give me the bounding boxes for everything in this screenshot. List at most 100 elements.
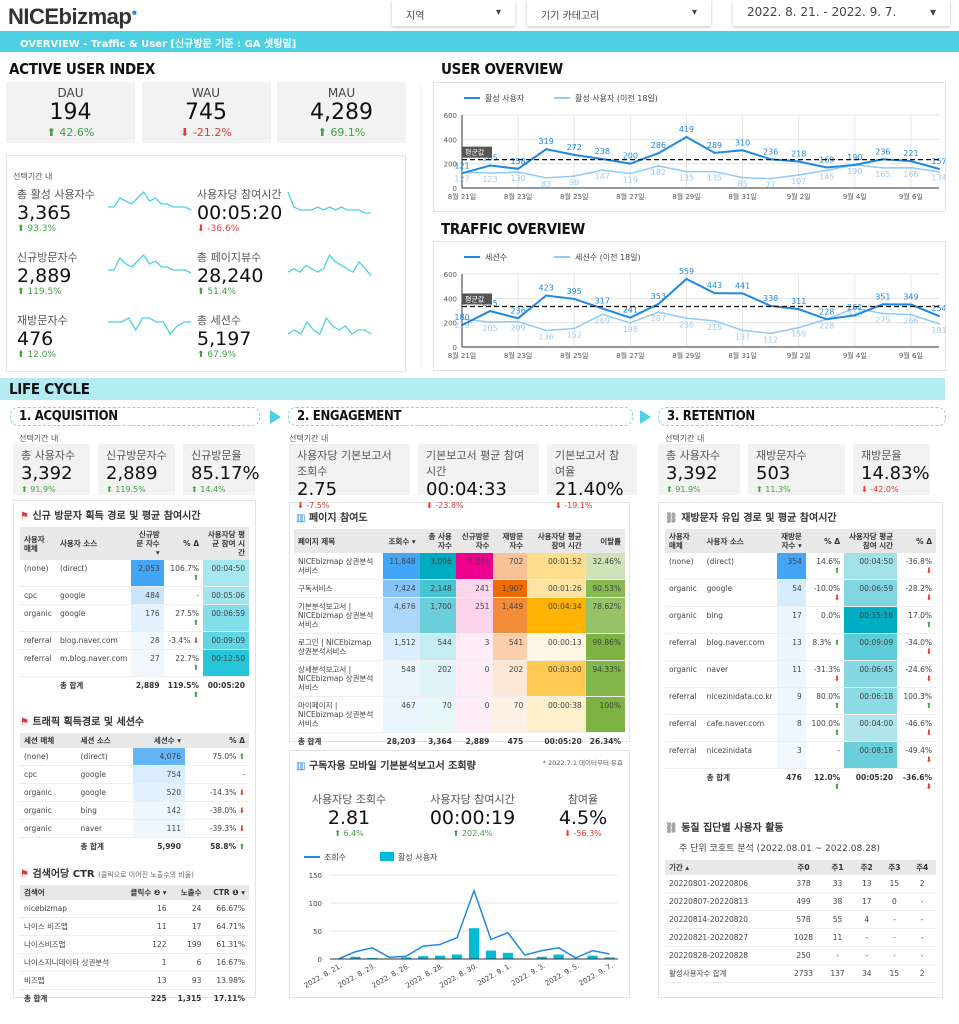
table-row[interactable]: 나이스비즈맵 122 199 61.31%: [20, 935, 249, 954]
data-label: 310: [735, 138, 750, 147]
table-cell: organic: [20, 783, 77, 802]
table-row[interactable]: 활성사용자수 합계 2733 137 34 15 2: [665, 964, 936, 983]
table-row[interactable]: 마이페이지 | NICEbizmap 상권분석서비스 467 70 0 70 00:00:…: [294, 696, 625, 733]
table-row[interactable]: 상세분석보고서 | NICEbizmap 상권분석서비스 548 202 0 202 00…: [294, 660, 625, 697]
column-header[interactable]: 사용자 소스: [56, 527, 132, 560]
table-cell: 00:04:50: [203, 560, 249, 587]
column-header[interactable]: 사용자 소스: [702, 529, 777, 553]
bar: [502, 952, 513, 959]
column-header[interactable]: 기간 ▴: [665, 860, 785, 875]
table-cell: 24: [170, 900, 206, 918]
table-row[interactable]: organic google 54 -10.0% ⬇ 00:06:59 -28.2% ⬇: [665, 579, 936, 607]
date-range-picker[interactable]: 2022. 8. 21. - 2022. 9. 7. ▾: [733, 0, 950, 26]
column-header[interactable]: % Δ: [805, 529, 845, 553]
kpi-label: MAU: [327, 86, 356, 100]
column-header[interactable]: 이탈률: [585, 529, 625, 553]
table-row[interactable]: organic bing 142 -38.0% ⬇: [20, 801, 249, 820]
column-header[interactable]: 사용자당 평균 참여 시간: [527, 529, 586, 553]
column-header[interactable]: 사용자 매체: [20, 527, 56, 560]
table-row[interactable]: cpc google 754-: [20, 765, 249, 784]
table-row[interactable]: organic google 520 -14.3% ⬇: [20, 783, 249, 802]
table-row[interactable]: 나이스 비즈맵 11 17 64.71%: [20, 917, 249, 936]
column-header[interactable]: 사용자 매체: [665, 529, 703, 553]
table-row[interactable]: organic bing 17 0.0% 00:15:16 17.0% ⬆: [665, 606, 936, 634]
column-header[interactable]: 재방문자수: [493, 529, 528, 553]
column-header[interactable]: 조회수 ▾: [382, 529, 420, 553]
table-cell: -: [908, 910, 936, 929]
column-header[interactable]: % Δ: [185, 733, 249, 748]
table-row[interactable]: 20220814-20220820 578 55 4- -: [665, 910, 936, 929]
table-row[interactable]: (none) (direct) 354 14.6% ⬆ 00:04:50 -36.8% ⬇: [665, 553, 936, 580]
table-row[interactable]: referral blog.naver.com 13 8.3% ⬆ 00:09:09 -3…: [665, 633, 936, 661]
column-header[interactable]: 주3: [880, 860, 909, 875]
table-row[interactable]: cpc google 484-00:05:06: [20, 586, 249, 605]
table-cell: 2,889: [465, 737, 490, 746]
y-tick-label: 0: [453, 185, 457, 193]
table-row[interactable]: referral blog.naver.com 28 -3.4% ⬇ 00:09:09: [20, 631, 249, 650]
table-row[interactable]: 20220821-20220827 1028 11- - -: [665, 928, 936, 947]
bar: [435, 955, 446, 959]
table-row[interactable]: (none) (direct) 4,076 75.0% ⬆: [20, 748, 249, 766]
column-header[interactable]: 주1: [822, 860, 853, 875]
column-header[interactable]: % Δ: [897, 529, 936, 553]
table-row[interactable]: 20220828-20220828 250- - - -: [665, 946, 936, 965]
column-header[interactable]: % Δ: [163, 527, 204, 560]
data-table: 기간 ▴ 주0 주1 주2 주3 주4 20220801-20220806 378 33 13 15…: [665, 860, 936, 983]
column-header[interactable]: 클릭수 ❷ ▾: [122, 885, 171, 900]
average-label: 평균값: [465, 294, 485, 303]
table-row[interactable]: (none) (direct) 2,053 106.7% ⬆ 00:04:50: [20, 560, 249, 587]
column-header[interactable]: 세션수 ▾: [133, 733, 185, 748]
table-cell: 나이스 비즈맵: [20, 917, 123, 936]
region-filter[interactable]: 지역 ▾: [392, 0, 515, 26]
column-header[interactable]: 페이지 제목: [294, 529, 383, 553]
data-point: [601, 169, 604, 172]
table-row[interactable]: referral nicezinidata 3-00:08:18 -49.4% ⬇: [665, 741, 936, 769]
column-header[interactable]: 세션 매체: [20, 733, 77, 748]
column-header[interactable]: 주2: [852, 860, 881, 875]
table-row[interactable]: 20220807-20220813 499 38 17 0-: [665, 892, 936, 911]
column-header[interactable]: 세션 소스: [76, 733, 134, 748]
cohort-icon: ⛓: [665, 513, 678, 524]
table-cell: 0: [455, 696, 494, 733]
column-header[interactable]: 재방문 자수 ▾: [776, 529, 806, 553]
column-header[interactable]: 주0: [784, 860, 823, 875]
table-row[interactable]: referral nicezinidata.co.kr 9 80.0% ⬆ 00:06:…: [665, 687, 936, 715]
table-row[interactable]: 로그인 | NICEbizmap 상권분석서비스 1,512 544 3 541 00:0…: [294, 633, 625, 661]
y-tick-label: 400: [444, 136, 457, 144]
device-category-filter[interactable]: 기기 카테고리 ▾: [527, 0, 711, 26]
table-row[interactable]: organic naver 111 -39.3% ⬇: [20, 819, 249, 838]
column-header[interactable]: 노출수: [170, 885, 206, 900]
engagement-kpi: 사용자당 기본보고서 조회수 2.75 ⬇ -7.5%: [289, 444, 410, 510]
table-cell: 241: [455, 579, 494, 598]
table-row[interactable]: 20220801-20220806 378 33 13 15 2: [665, 875, 936, 893]
column-header[interactable]: 사용자당 평균 참여 시간: [844, 529, 898, 553]
data-point: [685, 317, 688, 320]
table-row[interactable]: NICEbizmap 상권분석서비스 11,848 3,096 2,394 702 00:…: [294, 553, 625, 580]
column-header[interactable]: 사용자당 평균 참여 시간: [203, 527, 249, 560]
table-row[interactable]: 구독서비스 7,424 2,148 241 1,907 00:01:26 90.53%: [294, 579, 625, 598]
column-header[interactable]: 신규방문자수: [455, 529, 494, 553]
column-header[interactable]: 신규방문 자수 ▾: [131, 527, 164, 560]
table-row[interactable]: 비즈맵 13 93 13.98%: [20, 971, 249, 990]
column-header[interactable]: 주4: [908, 860, 936, 875]
table-cell: 1,907: [493, 579, 528, 598]
table-row[interactable]: nicebizmap 16 24 66.67%: [20, 900, 249, 918]
y-tick-label: 0: [453, 344, 457, 352]
table-row[interactable]: organic google 176 27.5% ⬆ 00:06:59: [20, 604, 249, 632]
table-cell: 20220821-20220827: [665, 928, 785, 947]
table-row[interactable]: 나이스지니데이타 상권분석 1 6 16.67%: [20, 953, 249, 972]
column-header[interactable]: 검색어: [20, 885, 123, 900]
column-header[interactable]: CTR ❶ ▾: [205, 885, 249, 900]
table-row[interactable]: referral cafe.naver.com 8 100.0% ⬆ 00:04:00-…: [665, 714, 936, 742]
table-cell: 520: [133, 783, 185, 802]
table-cell: blog.naver.com: [702, 633, 777, 661]
table-row[interactable]: 기본분석보고서 | NICEbizmap 상권분석서비스 4,676 1,700 25…: [294, 597, 625, 634]
column-header[interactable]: 총 사용자수: [419, 529, 456, 553]
table-row[interactable]: organic naver 11 -31.3% ⬇ 00:06:45 -24.6% ⬇: [665, 660, 936, 688]
legend-label: 활성 사용자: [485, 93, 525, 103]
table-cell: organic: [665, 579, 703, 607]
table-row[interactable]: referral m.blog.naver.com 27 22.7% ⬆ 00:12:5…: [20, 649, 249, 677]
user-overview-chart-card: 활성 사용자 활성 사용자 (이전 18일) 0 200 400 600 8월 21일 8월 …: [433, 82, 947, 212]
data-label: 147: [595, 172, 610, 181]
divider: [420, 85, 421, 370]
